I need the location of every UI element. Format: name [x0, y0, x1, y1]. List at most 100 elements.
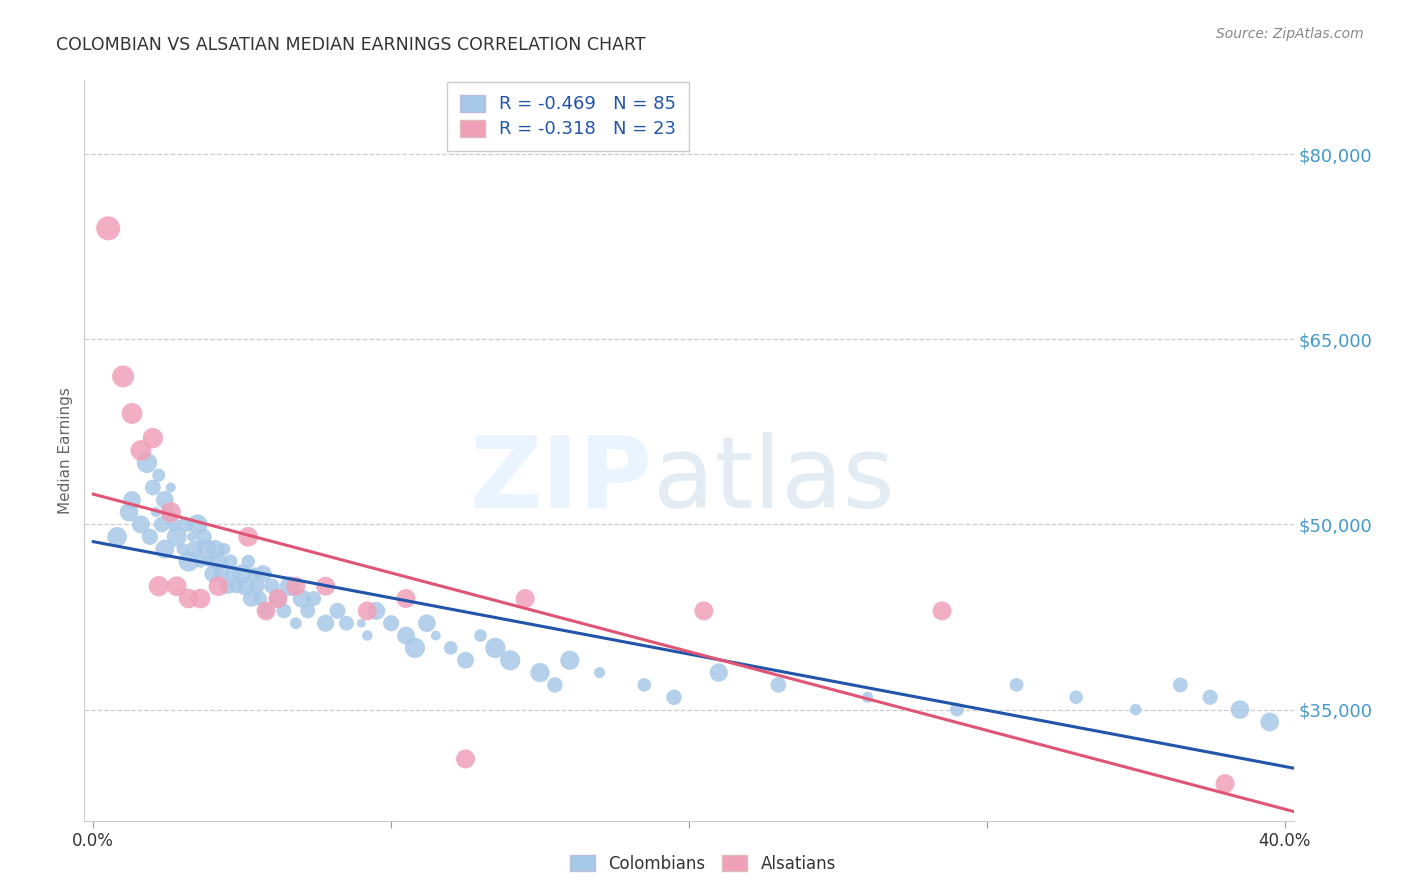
Point — [356, 628, 378, 642]
Point — [121, 492, 143, 507]
Point — [195, 542, 218, 557]
Point — [159, 505, 181, 519]
Point — [198, 555, 221, 569]
Point — [148, 579, 170, 593]
Point — [513, 591, 536, 606]
Point — [366, 604, 388, 618]
Point — [356, 604, 378, 618]
Text: Source: ZipAtlas.com: Source: ZipAtlas.com — [1216, 27, 1364, 41]
Point — [166, 579, 188, 593]
Point — [180, 530, 202, 544]
Point — [395, 591, 418, 606]
Point — [159, 480, 181, 494]
Point — [105, 530, 128, 544]
Point — [856, 690, 879, 705]
Point — [267, 591, 290, 606]
Point — [380, 616, 402, 631]
Point — [214, 542, 236, 557]
Point — [222, 566, 245, 581]
Point — [207, 579, 229, 593]
Point — [240, 591, 263, 606]
Point — [315, 616, 337, 631]
Point — [112, 369, 135, 384]
Point — [207, 555, 229, 569]
Point — [174, 517, 197, 532]
Point — [190, 555, 212, 569]
Point — [529, 665, 551, 680]
Point — [416, 616, 439, 631]
Point — [544, 678, 567, 692]
Point — [350, 616, 373, 631]
Point — [284, 616, 307, 631]
Y-axis label: Median Earnings: Median Earnings — [58, 387, 73, 514]
Point — [315, 579, 337, 593]
Point — [931, 604, 953, 618]
Point — [254, 604, 277, 618]
Point — [1125, 703, 1147, 717]
Point — [273, 604, 295, 618]
Point — [186, 517, 208, 532]
Point — [278, 579, 301, 593]
Point — [302, 591, 325, 606]
Point — [163, 517, 186, 532]
Point — [454, 752, 477, 766]
Point — [142, 431, 165, 445]
Point — [588, 665, 610, 680]
Point — [297, 604, 319, 618]
Point — [246, 579, 269, 593]
Point — [177, 591, 200, 606]
Point — [118, 505, 141, 519]
Point — [225, 579, 247, 593]
Point — [1258, 714, 1281, 729]
Point — [284, 579, 307, 593]
Point — [395, 628, 418, 642]
Point — [142, 480, 165, 494]
Point — [209, 566, 232, 581]
Point — [260, 579, 283, 593]
Point — [404, 640, 426, 655]
Point — [267, 591, 290, 606]
Point — [153, 492, 176, 507]
Point — [326, 604, 349, 618]
Point — [145, 505, 167, 519]
Point — [233, 579, 256, 593]
Point — [1199, 690, 1222, 705]
Point — [1064, 690, 1087, 705]
Point — [166, 530, 188, 544]
Point — [484, 640, 506, 655]
Legend: R = -0.469   N = 85, R = -0.318   N = 23: R = -0.469 N = 85, R = -0.318 N = 23 — [447, 82, 689, 151]
Point — [201, 566, 224, 581]
Point — [693, 604, 716, 618]
Point — [231, 566, 253, 581]
Point — [454, 653, 477, 667]
Point — [249, 591, 271, 606]
Point — [172, 542, 194, 557]
Point — [335, 616, 357, 631]
Point — [190, 591, 212, 606]
Point — [291, 591, 314, 606]
Point — [1229, 703, 1251, 717]
Point — [707, 665, 730, 680]
Point — [633, 678, 655, 692]
Point — [135, 456, 157, 470]
Point — [768, 678, 790, 692]
Point — [425, 628, 447, 642]
Point — [558, 653, 581, 667]
Point — [177, 555, 200, 569]
Point — [193, 530, 215, 544]
Point — [238, 555, 260, 569]
Point — [1213, 776, 1236, 791]
Text: atlas: atlas — [652, 432, 894, 529]
Point — [153, 542, 176, 557]
Point — [254, 604, 277, 618]
Point — [440, 640, 463, 655]
Point — [252, 566, 274, 581]
Point — [499, 653, 522, 667]
Text: COLOMBIAN VS ALSATIAN MEDIAN EARNINGS CORRELATION CHART: COLOMBIAN VS ALSATIAN MEDIAN EARNINGS CO… — [56, 36, 645, 54]
Point — [217, 579, 239, 593]
Point — [946, 703, 969, 717]
Point — [662, 690, 685, 705]
Point — [243, 566, 266, 581]
Point — [219, 555, 242, 569]
Text: ZIP: ZIP — [470, 432, 652, 529]
